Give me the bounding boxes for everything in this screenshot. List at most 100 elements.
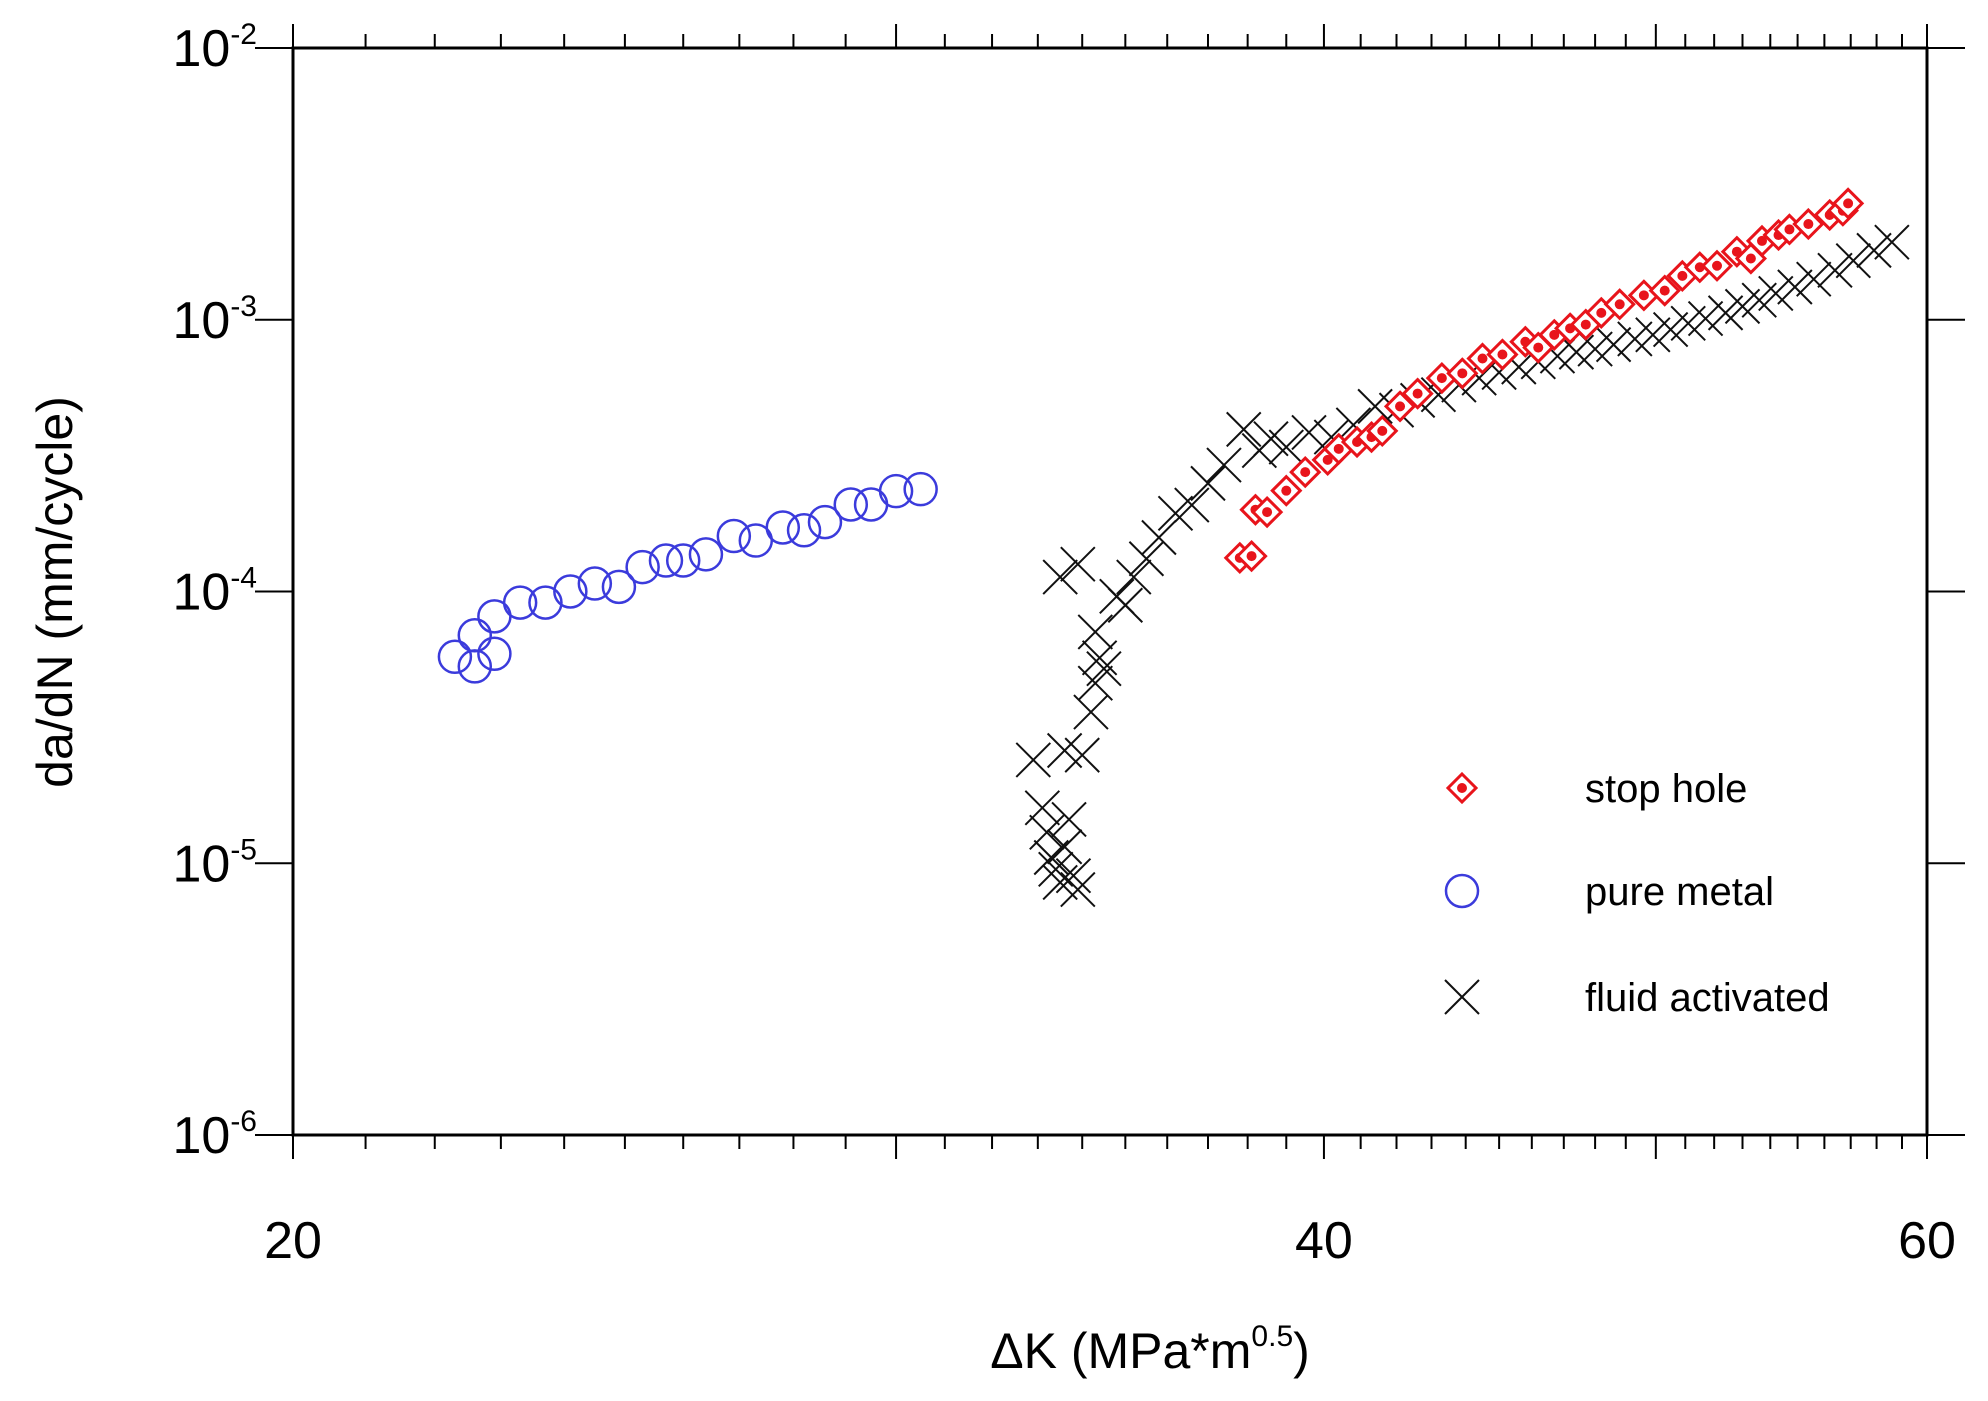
data-point (1603, 288, 1636, 321)
data-series (437, 187, 1910, 908)
data-point (1073, 694, 1109, 730)
data-point (1617, 321, 1653, 357)
data-point (477, 636, 512, 672)
data-point (1357, 388, 1393, 425)
data-point (1486, 338, 1519, 371)
data-point (878, 473, 914, 509)
data-point (1595, 326, 1632, 363)
data-point (853, 487, 889, 522)
data-point (528, 585, 563, 620)
data-point (1042, 559, 1078, 595)
data-point (1627, 279, 1661, 312)
plot-frame (291, 46, 1929, 1137)
data-point (1817, 252, 1853, 289)
data-point (577, 566, 613, 601)
data-point (502, 585, 538, 620)
data-point (1268, 429, 1304, 465)
data-point (1107, 587, 1144, 623)
y-axis-label: da/dN (mm/cycle) (27, 396, 83, 788)
y-tick-label: 10-6 (172, 1105, 257, 1165)
data-point (1055, 857, 1092, 894)
x-tick-labels: 20 40 60 (264, 1212, 1956, 1270)
data-point (1874, 224, 1910, 260)
data-point (1064, 737, 1100, 773)
data-point (903, 471, 938, 507)
data-point (688, 537, 724, 572)
y-tick-label: 10-4 (172, 562, 257, 622)
data-point (1226, 411, 1262, 448)
data-point (1024, 790, 1061, 826)
data-point (765, 510, 801, 545)
data-point (1250, 495, 1284, 529)
x-axis-label: ΔK (MPa*m0.5) (990, 1320, 1310, 1379)
data-point (1289, 455, 1322, 489)
legend-label: pure metal (1585, 870, 1774, 914)
data-point (1128, 541, 1165, 577)
data-point (1796, 261, 1832, 297)
data-point (1383, 390, 1417, 423)
legend-label: stop hole (1585, 767, 1747, 811)
legend-marker (1444, 979, 1480, 1015)
data-point (1648, 274, 1681, 307)
series-pure-metal (437, 471, 938, 684)
data-point (1060, 871, 1096, 908)
series-stop-hole (1223, 187, 1865, 574)
data-point (1446, 357, 1479, 390)
legend-item: pure metal (1444, 870, 1774, 914)
data-point (1270, 474, 1303, 507)
data-point (1792, 207, 1825, 241)
data-point (1700, 249, 1734, 282)
y-tick-labels: 10-6 10-5 10-4 10-3 10-2 (172, 18, 257, 1165)
data-point (716, 518, 752, 554)
data-point (786, 513, 822, 548)
data-point (1206, 447, 1242, 483)
data-point (1116, 559, 1152, 595)
data-point (1401, 377, 1434, 410)
data-point (1190, 465, 1226, 502)
y-tick-label: 10-5 (172, 833, 257, 893)
data-point (1831, 187, 1865, 220)
legend-marker (1444, 873, 1480, 909)
data-point (1758, 275, 1794, 312)
series-fluid-activated (1015, 224, 1910, 908)
data-point (1015, 742, 1052, 778)
data-point (625, 549, 660, 585)
data-point (457, 618, 493, 653)
legend-marker (1445, 771, 1479, 805)
data-point (553, 574, 588, 609)
data-point (1687, 300, 1724, 337)
data-point (1235, 539, 1268, 573)
data-point (1141, 519, 1177, 556)
data-point (1051, 801, 1087, 838)
legend: stop hole pure metal fluid activated (1444, 767, 1830, 1020)
data-point (1038, 851, 1074, 888)
data-point (1856, 232, 1892, 269)
data-point (665, 543, 701, 578)
data-point (437, 639, 473, 675)
data-point (1086, 650, 1122, 687)
axis-ticks (255, 24, 1965, 1159)
data-point (833, 487, 869, 522)
data-point (1060, 546, 1096, 582)
data-point (1291, 414, 1327, 451)
data-point (807, 504, 843, 540)
data-point (1174, 487, 1210, 523)
legend-label: fluid activated (1585, 976, 1830, 1020)
y-tick-label: 10-2 (172, 18, 257, 78)
data-point (648, 543, 684, 578)
legend-item: stop hole (1445, 767, 1747, 811)
data-point (1157, 495, 1194, 531)
y-tick-label: 10-3 (172, 290, 257, 350)
data-point (601, 569, 637, 605)
data-point (1081, 640, 1118, 676)
x-tick-label: 20 (264, 1212, 322, 1270)
data-point (1777, 269, 1813, 305)
x-tick-label: 60 (1898, 1212, 1956, 1270)
data-point (1366, 414, 1399, 447)
data-point (1835, 242, 1872, 279)
data-point (1029, 814, 1065, 850)
data-point (1077, 614, 1113, 650)
x-tick-label: 40 (1295, 1212, 1353, 1270)
data-point (1042, 864, 1078, 901)
